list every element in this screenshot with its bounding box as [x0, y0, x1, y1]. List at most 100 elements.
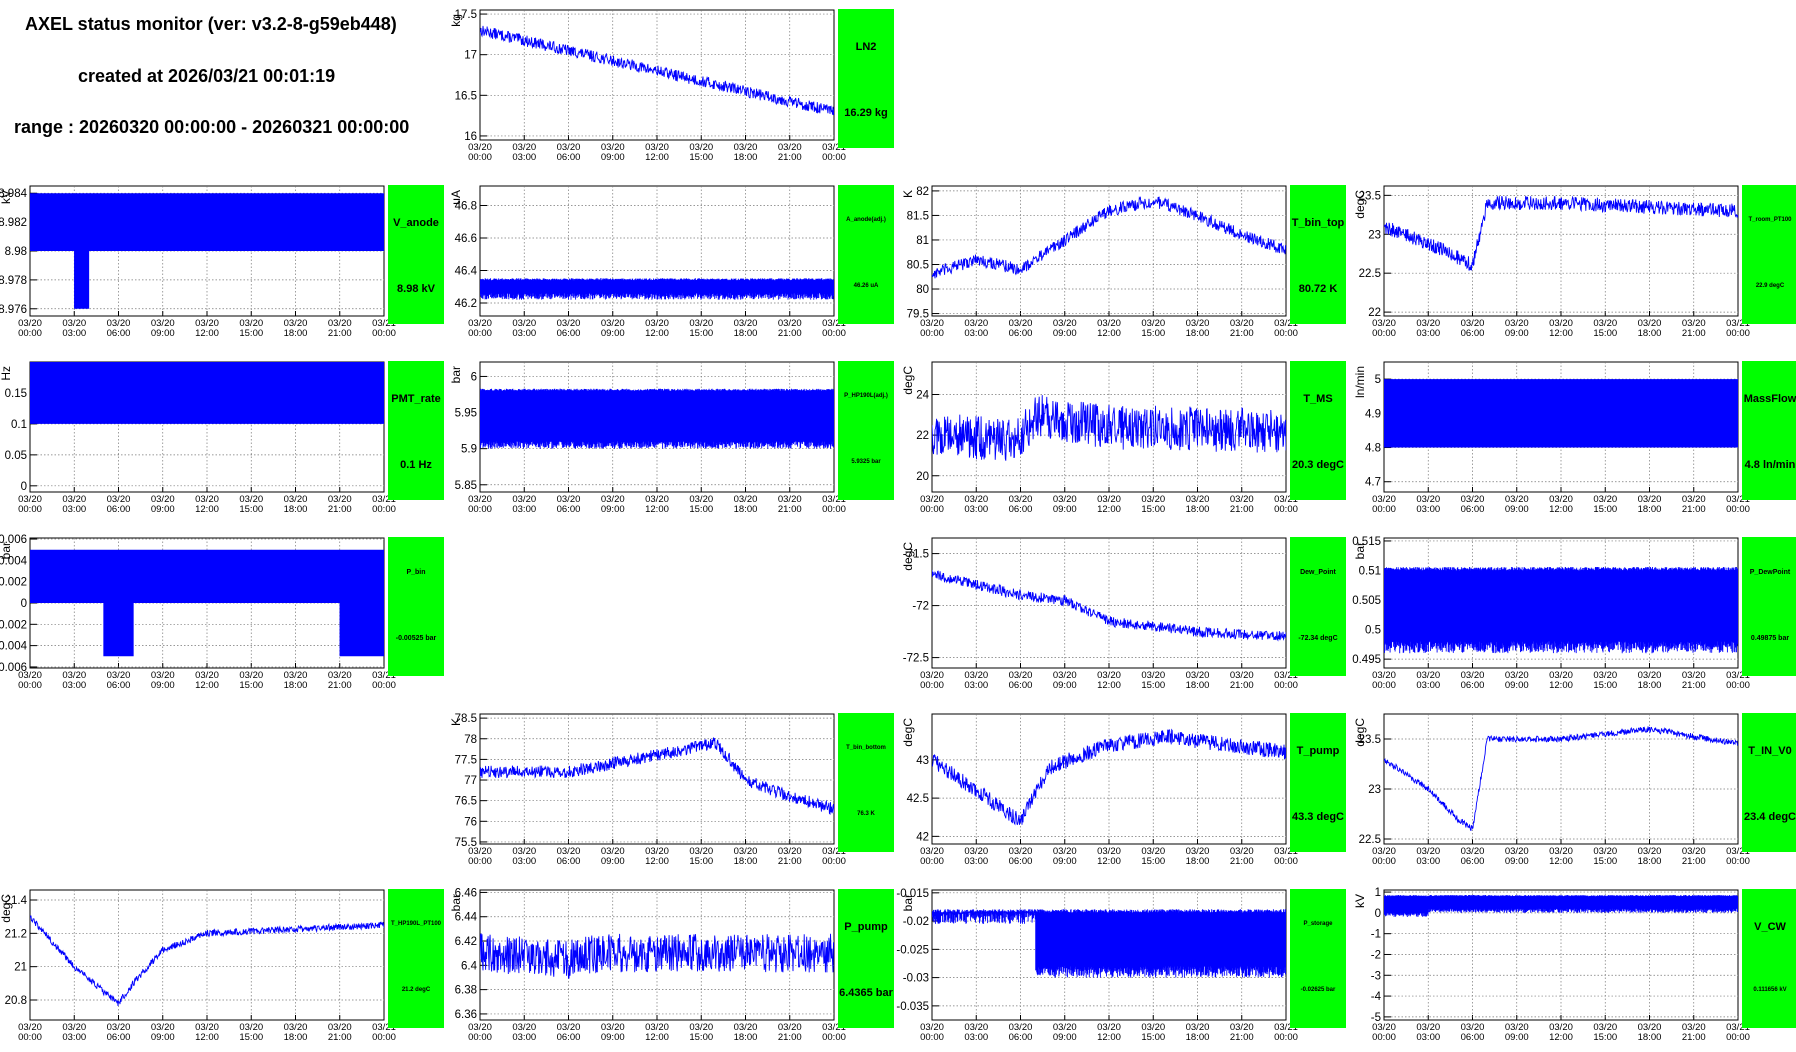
y-axis-label: bar: [0, 542, 13, 559]
x-tick-time: 06:00: [1009, 680, 1033, 691]
x-tick-date: 03/21: [822, 846, 846, 857]
x-tick-time: 03:00: [1416, 504, 1440, 515]
x-tick-time: 15:00: [1141, 504, 1165, 515]
status-name: P_storage: [1303, 921, 1333, 927]
y-tick-label: 6.4: [461, 960, 478, 972]
x-tick-time: 15:00: [1593, 328, 1617, 339]
x-tick-time: 00:00: [468, 152, 492, 163]
panel-p-pump: 03/20 00:00 03/20 03:00 03/20 06:00 03/20 09:00…: [449, 886, 898, 1044]
x-tick-date: 03/20: [18, 670, 42, 681]
data-series: [30, 193, 384, 309]
x-tick-time: 09:00: [1053, 1032, 1077, 1043]
y-axis-label: bar: [901, 894, 915, 911]
x-tick-date: 03/20: [964, 1022, 988, 1033]
status-box: T_HP190L_PT100 21.2 degC: [388, 889, 444, 1028]
x-tick-date: 03/20: [18, 1022, 42, 1033]
x-tick-time: 00:00: [1274, 328, 1298, 339]
x-tick-date: 03/20: [512, 1022, 536, 1033]
x-tick-time: 00:00: [1726, 1032, 1750, 1043]
x-tick-date: 03/20: [1682, 846, 1706, 857]
x-tick-time: 00:00: [1372, 504, 1396, 515]
x-tick-time: 03:00: [512, 856, 536, 867]
x-tick-time: 09:00: [1053, 680, 1077, 691]
status-value: 22.9 degC: [1755, 283, 1785, 289]
x-tick-time: 03:00: [62, 680, 86, 691]
y-tick-label: 8.978: [0, 275, 27, 287]
x-tick-date: 03/21: [1726, 846, 1750, 857]
x-tick-date: 03/20: [1097, 1022, 1121, 1033]
data-series: [480, 932, 834, 979]
x-tick-time: 03:00: [1416, 680, 1440, 691]
x-tick-date: 03/20: [1505, 494, 1529, 505]
x-tick-date: 03/20: [964, 670, 988, 681]
x-tick-time: 21:00: [778, 504, 802, 515]
x-tick-date: 03/20: [1505, 670, 1529, 681]
status-name: T_bin_bottom: [846, 745, 886, 751]
x-tick-time: 00:00: [1726, 856, 1750, 867]
status-name: P_HP190L(adj.): [844, 393, 888, 399]
status-value: 20.3 degC: [1292, 459, 1344, 471]
status-value: 8.98 kV: [397, 283, 435, 295]
x-tick-time: 00:00: [1372, 856, 1396, 867]
x-tick-time: 12:00: [645, 152, 669, 163]
data-series: [932, 395, 1286, 461]
y-tick-label: 5.9: [461, 444, 477, 456]
y-tick-label: 5: [1375, 374, 1381, 386]
y-tick-label: 0.495: [1352, 654, 1381, 666]
y-tick-label: 23: [1368, 784, 1381, 796]
x-tick-date: 03/20: [1141, 1022, 1165, 1033]
x-tick-time: 09:00: [151, 680, 175, 691]
y-tick-label: 46.2: [455, 298, 477, 310]
x-tick-date: 03/20: [468, 318, 492, 329]
x-tick-time: 06:00: [557, 504, 581, 515]
status-box: T_IN_V0 23.4 degC: [1742, 713, 1796, 852]
y-tick-label: -3: [1371, 970, 1381, 982]
x-tick-time: 09:00: [1053, 328, 1077, 339]
x-tick-date: 03/20: [1053, 494, 1077, 505]
chart-svg: 03/2000:0003/2003:0003/2006:0003/2009:00…: [449, 185, 846, 339]
x-tick-time: 00:00: [18, 680, 42, 691]
status-box: P_HP190L(adj.) 5.9325 bar: [838, 361, 894, 500]
x-tick-time: 00:00: [468, 1032, 492, 1043]
x-tick-time: 12:00: [1549, 328, 1573, 339]
x-tick-date: 03/20: [1416, 846, 1440, 857]
x-tick-date: 03/20: [195, 670, 219, 681]
x-tick-time: 21:00: [1682, 856, 1706, 867]
y-tick-label: -2: [1371, 949, 1381, 961]
x-tick-time: 12:00: [1549, 856, 1573, 867]
x-tick-time: 00:00: [822, 856, 846, 867]
data-series: [1384, 379, 1738, 448]
x-tick-date: 03/21: [822, 1022, 846, 1033]
x-tick-date: 03/21: [1274, 494, 1298, 505]
status-value: 16.29 kg: [844, 107, 888, 119]
y-axis-label: degC: [1353, 718, 1367, 747]
x-tick-time: 15:00: [689, 504, 713, 515]
y-axis-label: K: [449, 718, 463, 726]
x-tick-time: 12:00: [645, 504, 669, 515]
x-tick-time: 06:00: [1461, 856, 1485, 867]
y-tick-label: 46.6: [455, 233, 477, 245]
x-tick-time: 15:00: [239, 504, 263, 515]
x-tick-date: 03/20: [1097, 670, 1121, 681]
data-trace: [932, 569, 1286, 642]
x-tick-date: 03/21: [372, 1022, 396, 1033]
x-tick-time: 03:00: [964, 328, 988, 339]
x-tick-date: 03/20: [328, 670, 352, 681]
status-name: MassFlow: [1743, 393, 1796, 405]
y-tick-label: 22.5: [1359, 268, 1381, 280]
x-tick-time: 03:00: [512, 328, 536, 339]
x-tick-time: 00:00: [1726, 680, 1750, 691]
y-tick-label: -1: [1371, 929, 1381, 941]
x-tick-date: 03/20: [107, 1022, 131, 1033]
y-tick-label: 17.5: [455, 9, 477, 21]
y-tick-label: 23.5: [1359, 734, 1381, 746]
panel-p-hp190l: 03/20 00:00 03/20 03:00 03/20 06:00 03/20 09:00…: [449, 358, 898, 516]
x-tick-time: 12:00: [1097, 504, 1121, 515]
y-tick-label: 78.5: [455, 713, 477, 725]
x-tick-date: 03/20: [1505, 1022, 1529, 1033]
x-tick-date: 03/20: [734, 318, 758, 329]
x-tick-time: 18:00: [1638, 680, 1662, 691]
status-name: PMT_rate: [391, 393, 441, 405]
x-tick-time: 15:00: [1141, 856, 1165, 867]
panel-t-ms: 03/20 00:00 03/20 03:00 03/20 06:00 03/20 09:00…: [901, 358, 1350, 516]
